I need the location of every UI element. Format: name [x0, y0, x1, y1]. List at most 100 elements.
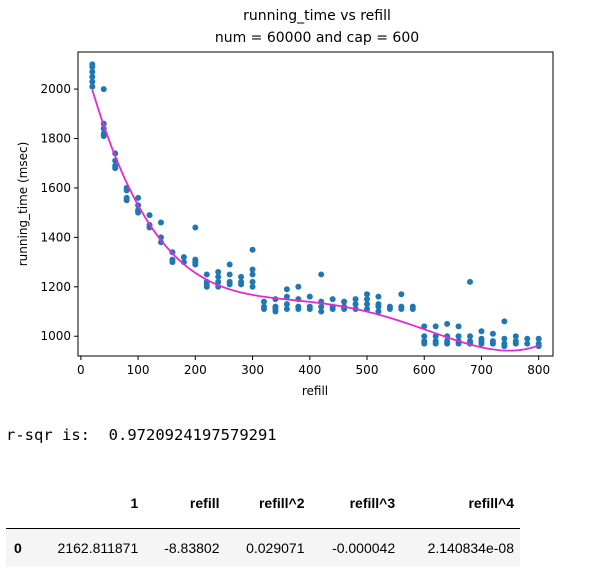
coefficients-table: 1 refill refill^2 refill^3 refill^4 0 21…	[6, 492, 520, 567]
fit-curve	[91, 89, 539, 352]
data-point	[501, 335, 508, 342]
data-point	[341, 298, 348, 305]
data-point	[215, 273, 222, 280]
cell-refill: -8.83802	[144, 528, 226, 567]
data-point	[455, 333, 462, 340]
data-point	[238, 273, 245, 280]
data-point	[467, 333, 474, 340]
data-point	[512, 340, 519, 347]
data-point	[249, 266, 256, 273]
data-point	[283, 293, 290, 300]
data-point	[169, 259, 176, 266]
data-point	[123, 187, 130, 194]
data-point	[249, 246, 256, 253]
data-point	[421, 340, 428, 347]
data-point	[444, 320, 451, 327]
data-point	[226, 271, 233, 278]
x-tick-label: 0	[77, 363, 85, 377]
rsqr-output: r-sqr is: 0.9720924197579291	[6, 426, 277, 444]
data-point	[89, 63, 96, 70]
column-header-refill-2: refill^2	[258, 495, 305, 511]
plot-frame	[77, 51, 554, 357]
data-point	[489, 330, 496, 337]
data-point	[89, 68, 96, 75]
data-point	[135, 194, 142, 201]
data-point	[135, 209, 142, 216]
data-point	[295, 283, 302, 290]
cell-refill-3: -0.000042	[310, 528, 402, 567]
column-header-refill-3: refill^3	[349, 495, 396, 511]
data-point	[272, 308, 279, 315]
data-point	[512, 333, 519, 340]
data-point	[501, 343, 508, 350]
x-tick-label: 400	[298, 363, 321, 377]
rsqr-value: 0.9720924197579291	[108, 426, 277, 444]
data-point	[398, 306, 405, 313]
data-point	[318, 303, 325, 310]
data-point	[192, 261, 199, 268]
data-point	[89, 73, 96, 80]
data-point	[364, 291, 371, 298]
data-point	[226, 261, 233, 268]
x-tick-label: 100	[127, 363, 150, 377]
data-point	[318, 271, 325, 278]
data-point	[249, 283, 256, 290]
x-tick-label: 500	[356, 363, 379, 377]
data-point	[146, 212, 153, 219]
data-point	[283, 286, 290, 293]
data-point	[100, 133, 107, 140]
column-header-refill-4: refill^4	[468, 495, 514, 511]
x-tick-label: 300	[241, 363, 264, 377]
data-point	[409, 306, 416, 313]
plot-area: 0 100 200 300 400 500 600 700 800 1000 1200 1400 160…	[40, 61, 550, 377]
data-point	[306, 293, 313, 300]
cell-1: 2162.811871	[32, 528, 145, 567]
data-point	[203, 271, 210, 278]
data-point	[421, 333, 428, 340]
data-point	[398, 291, 405, 298]
data-point	[157, 219, 164, 226]
data-point	[524, 340, 531, 347]
column-header-index	[6, 492, 32, 529]
data-point	[306, 306, 313, 313]
cell-refill-2: 0.029071	[225, 528, 311, 567]
data-point	[318, 308, 325, 315]
data-point	[89, 78, 96, 85]
x-tick-label: 800	[527, 363, 550, 377]
data-point	[226, 281, 233, 288]
data-point	[432, 323, 439, 330]
data-point	[364, 296, 371, 303]
data-point	[123, 197, 130, 204]
data-point	[352, 296, 359, 303]
y-tick-label: 1400	[40, 230, 71, 244]
data-point	[112, 165, 119, 172]
x-tick-label: 200	[184, 363, 207, 377]
data-point	[329, 296, 336, 303]
data-point	[238, 281, 245, 288]
data-point	[386, 306, 393, 313]
table-row: 0 2162.811871 -8.83802 0.029071 -0.00004…	[6, 528, 520, 567]
data-point	[260, 298, 267, 305]
data-point	[215, 278, 222, 285]
x-axis-label: refill	[302, 384, 328, 398]
data-point	[192, 224, 199, 231]
data-point	[260, 306, 267, 313]
data-point	[100, 86, 107, 93]
data-point	[524, 335, 531, 342]
data-point	[432, 340, 439, 347]
data-point	[455, 323, 462, 330]
data-point	[444, 340, 451, 347]
data-point	[329, 306, 336, 313]
y-tick-label: 1800	[40, 132, 71, 146]
cell-refill-4: 2.140834e-08	[401, 528, 520, 567]
y-tick-label: 1600	[40, 181, 71, 195]
data-point	[375, 308, 382, 315]
y-tick-label: 1200	[40, 280, 71, 294]
row-index: 0	[6, 528, 33, 567]
data-point	[364, 301, 371, 308]
data-point	[180, 254, 187, 261]
data-point	[283, 306, 290, 313]
data-point	[535, 335, 542, 342]
y-tick-label: 1000	[40, 329, 71, 343]
x-tick-label: 700	[470, 363, 493, 377]
